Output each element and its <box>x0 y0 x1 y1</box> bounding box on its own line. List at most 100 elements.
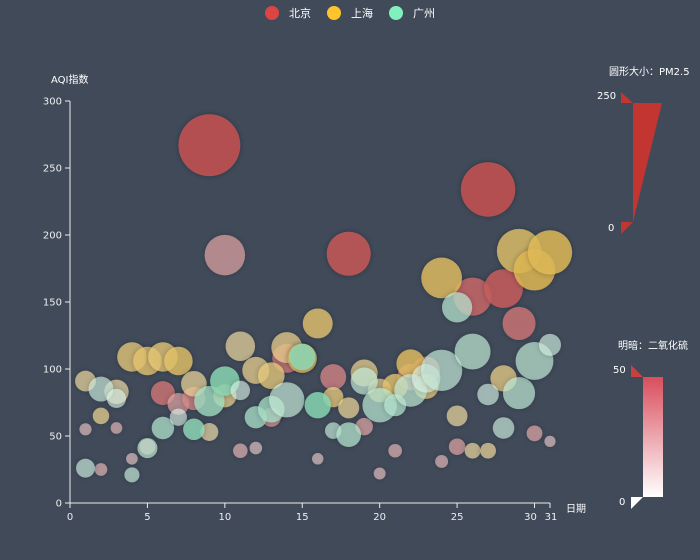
bubble-point[interactable] <box>137 438 158 459</box>
bubble-point[interactable] <box>502 306 536 340</box>
size-max-label: 250 <box>597 91 617 102</box>
bubble-point[interactable] <box>289 343 316 371</box>
x-axis-name: 日期 <box>566 504 586 515</box>
bubble-point[interactable] <box>233 443 248 459</box>
so2-min-handle[interactable] <box>631 497 643 509</box>
bubble-point[interactable] <box>126 452 138 465</box>
bubble-point[interactable] <box>477 383 499 406</box>
x-tick-label: 30 <box>524 512 537 523</box>
bubble-point[interactable] <box>492 417 515 439</box>
legend-item-guangzhou[interactable]: 广州 <box>389 5 435 21</box>
bubble-point[interactable] <box>421 257 462 299</box>
bubble-point[interactable] <box>421 349 463 391</box>
color-min-label: 0 <box>619 497 626 508</box>
y-tick-label: 50 <box>49 432 62 443</box>
series-2 <box>76 292 561 483</box>
bubble-point[interactable] <box>304 392 331 419</box>
legend-label: 上海 <box>351 7 373 20</box>
so2-gradient-bar <box>643 377 663 497</box>
bubble-point[interactable] <box>151 416 175 440</box>
bubble-point[interactable] <box>350 367 378 395</box>
y-tick-label: 250 <box>43 164 62 175</box>
bubble-point[interactable] <box>169 408 187 426</box>
bubble-point[interactable] <box>164 346 193 376</box>
legend-dot-icon <box>327 6 341 20</box>
x-tick-label: 15 <box>296 512 309 523</box>
bubble-point[interactable] <box>460 162 516 217</box>
legend-label: 广州 <box>413 7 435 20</box>
bubble-point[interactable] <box>230 380 251 401</box>
color-max-label: 50 <box>613 365 626 376</box>
so2-max-handle[interactable] <box>631 365 643 377</box>
bubble-point[interactable] <box>194 385 225 417</box>
bubble-point[interactable] <box>362 387 397 423</box>
bubble-point[interactable] <box>204 234 246 276</box>
size-min-label: 0 <box>608 223 615 234</box>
legend-item-beijing[interactable]: 北京 <box>265 5 311 21</box>
bubbles-layer <box>75 114 573 483</box>
x-tick-label: 31 <box>545 512 558 523</box>
bubble-point[interactable] <box>448 438 466 455</box>
visual-map-color[interactable] <box>631 365 663 509</box>
visual-map-size[interactable] <box>621 92 662 234</box>
bubble-point[interactable] <box>544 435 556 447</box>
bubble-point[interactable] <box>94 463 108 476</box>
x-tick-label: 5 <box>144 512 150 523</box>
bubble-point[interactable] <box>225 331 256 361</box>
y-tick-label: 0 <box>56 499 62 510</box>
bubble-point[interactable] <box>110 422 123 434</box>
bubble-point[interactable] <box>79 423 92 436</box>
bubble-point[interactable] <box>526 425 543 442</box>
legend-label: 北京 <box>289 7 311 20</box>
bubble-point[interactable] <box>258 362 285 389</box>
bubble-point[interactable] <box>183 418 205 441</box>
size-max-handle[interactable] <box>621 92 633 103</box>
bubble-point[interactable] <box>388 443 402 458</box>
series-0 <box>79 114 556 480</box>
x-tick-label: 25 <box>451 512 464 523</box>
bubble-point[interactable] <box>200 423 219 441</box>
legend-dot-icon <box>265 6 279 20</box>
bubble-point[interactable] <box>269 382 305 418</box>
size-range-bar <box>633 103 662 222</box>
legend-item-shanghai[interactable]: 上海 <box>327 5 373 21</box>
x-tick-label: 20 <box>373 512 386 523</box>
bubble-point[interactable] <box>484 269 523 308</box>
y-tick-label: 150 <box>43 298 62 309</box>
bubble-point[interactable] <box>454 333 491 370</box>
bubble-point[interactable] <box>435 455 449 468</box>
bubble-point[interactable] <box>178 114 241 177</box>
bubble-point[interactable] <box>124 467 140 483</box>
y-axis-name: AQI指数 <box>51 75 89 86</box>
color-visual-map-title: 明暗：二氧化硫 <box>618 341 688 352</box>
bubble-point[interactable] <box>338 397 360 419</box>
bubble-point[interactable] <box>527 230 573 275</box>
bubble-point[interactable] <box>442 292 473 323</box>
bubble-point[interactable] <box>106 388 127 409</box>
bubble-point[interactable] <box>539 333 561 356</box>
bubble-point[interactable] <box>88 376 114 402</box>
bubble-point[interactable] <box>480 442 496 459</box>
bubble-point[interactable] <box>249 441 263 455</box>
bubble-point[interactable] <box>336 422 362 447</box>
chart-legend: 北京 上海 广州 <box>0 5 700 21</box>
bubble-point[interactable] <box>302 308 333 339</box>
x-tick-label: 0 <box>67 512 73 523</box>
axes: 0 50 100 150 200 250 300 0 5 10 15 20 25 30 31 <box>43 97 557 524</box>
bubble-point[interactable] <box>464 442 481 459</box>
bubble-point[interactable] <box>92 407 110 425</box>
bubble-point[interactable] <box>312 453 324 465</box>
bubble-point[interactable] <box>502 377 536 410</box>
bubble-point[interactable] <box>446 405 468 427</box>
x-tick-label: 10 <box>218 512 231 523</box>
size-min-handle[interactable] <box>621 222 633 234</box>
bubble-point[interactable] <box>373 467 386 480</box>
y-tick-label: 300 <box>43 97 62 108</box>
bubble-point[interactable] <box>320 364 347 390</box>
y-tick-label: 100 <box>43 365 62 376</box>
legend-dot-icon <box>389 6 403 20</box>
bubble-point[interactable] <box>326 231 371 276</box>
y-tick-label: 200 <box>43 231 62 242</box>
bubble-point[interactable] <box>76 458 95 478</box>
